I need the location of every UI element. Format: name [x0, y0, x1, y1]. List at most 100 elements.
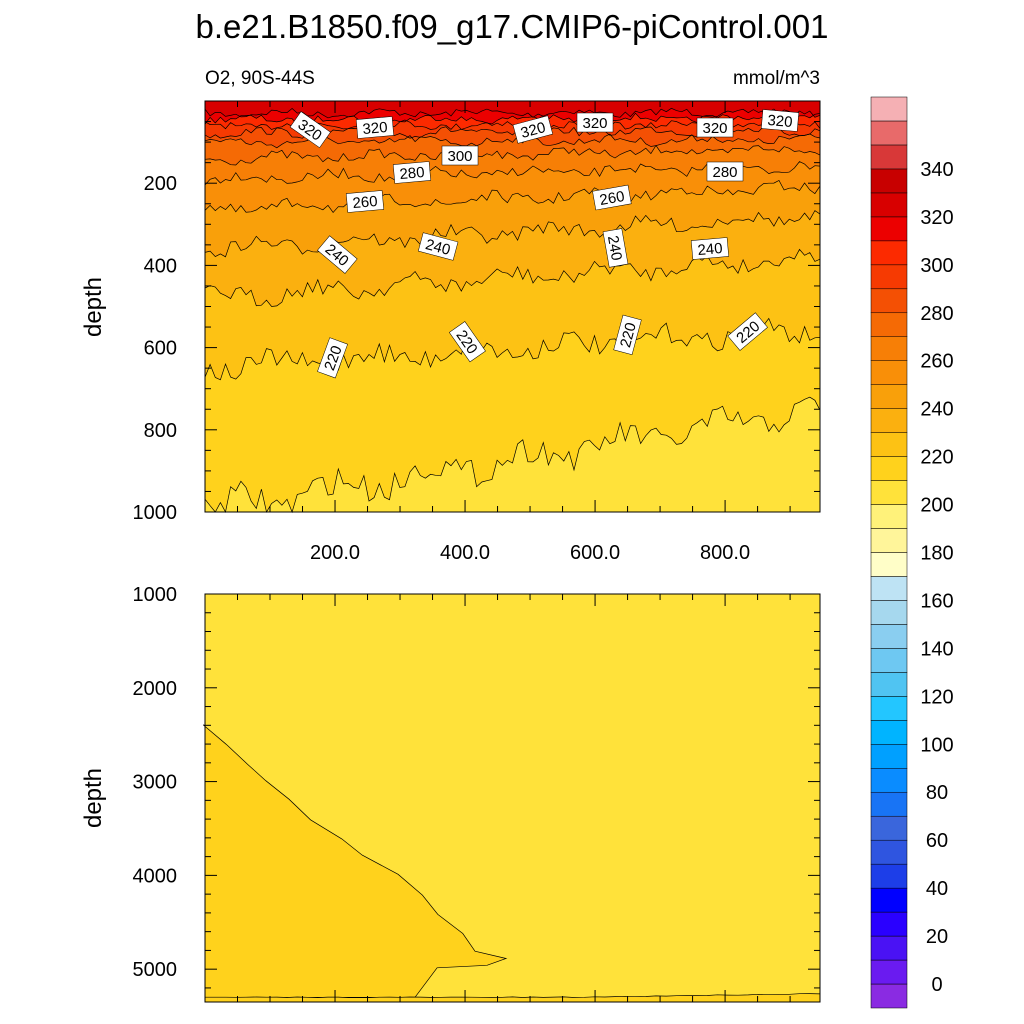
colorbar-swatch	[870, 528, 908, 553]
units-label: mmol/m^3	[733, 68, 820, 89]
contour-line-270	[204, 144, 821, 166]
contour-label-box	[392, 161, 431, 184]
contour-label-box	[706, 161, 744, 182]
contour-label-text: 240	[424, 236, 453, 259]
contour-label: 320	[761, 109, 800, 132]
contour-label: 220	[613, 314, 642, 356]
colorbar-swatch	[870, 648, 908, 673]
contour-label: 320	[696, 117, 734, 138]
top-x-tick-label: 200.0	[310, 542, 360, 564]
colorbar-swatch	[870, 815, 908, 841]
contour-label-box	[289, 111, 331, 149]
contour-label: 300	[441, 145, 479, 166]
top-y-tick-label: 800	[144, 420, 177, 442]
top-x-tick-label: 600.0	[570, 542, 620, 564]
colorbar-label: 120	[920, 686, 953, 708]
contour-line-250	[204, 180, 821, 214]
colorbar-swatch	[870, 911, 908, 937]
colorbar-swatch	[870, 120, 908, 146]
contour-label-text: 320	[362, 119, 388, 138]
bottom-panel: 1000 2000 3000 4000 5000	[133, 584, 821, 1003]
contour-label-box	[441, 145, 479, 166]
colorbar-label: 0	[931, 974, 942, 996]
contour-label-text: 240	[604, 234, 625, 262]
contour-label-text: 320	[582, 115, 607, 132]
contour-label: 240	[690, 237, 729, 260]
colorbar-swatch	[870, 288, 908, 314]
contour-label-box	[602, 228, 629, 268]
bottom-y-axis-label: depth	[80, 768, 107, 828]
colorbar-swatch	[870, 168, 908, 194]
colorbar-label: 300	[920, 255, 953, 277]
contour-label-box	[613, 314, 642, 356]
contour-label-text: 280	[712, 164, 737, 181]
colorbar-label: 100	[920, 734, 953, 756]
colorbar-swatch	[870, 983, 908, 1009]
colorbar-label: 140	[920, 638, 953, 660]
contour-label: 280	[706, 161, 744, 182]
colorbar-label: 280	[920, 303, 953, 325]
colorbar-swatch	[870, 240, 908, 266]
colorbar-swatch	[870, 863, 908, 889]
colorbar-swatch	[870, 887, 908, 913]
colorbar-swatch	[870, 456, 908, 481]
contour-label: 280	[392, 161, 431, 184]
contour-line-210	[204, 396, 821, 514]
contour-label-box	[345, 190, 384, 213]
bottom-y-tick-label: 4000	[133, 865, 178, 887]
top-y-tick-label: 600	[144, 338, 177, 360]
bottom-y-tick-label: 3000	[133, 772, 178, 794]
contour-label: 320	[576, 112, 614, 133]
contour-label: 260	[592, 184, 632, 211]
colorbar-label: 20	[926, 926, 948, 948]
variable-label: O2, 90S-44S	[205, 68, 315, 89]
colorbar-swatch	[870, 504, 908, 529]
colorbar-swatch	[870, 336, 908, 361]
top-y-axis-label: depth	[80, 277, 107, 337]
colorbar-label: 160	[920, 590, 953, 612]
contour-label-box	[727, 312, 768, 351]
contour-line-280	[204, 133, 821, 149]
colorbar-swatch	[870, 720, 908, 745]
bottom-y-tick-label: 1000	[133, 584, 178, 606]
colorbar-swatch	[870, 624, 908, 649]
top-x-tick-label: 800.0	[700, 542, 750, 564]
colorbar-swatch	[870, 576, 908, 601]
colorbar-swatch	[870, 672, 908, 697]
contour-label: 240	[417, 232, 459, 261]
colorbar-swatch	[870, 360, 908, 385]
colorbar-swatch	[870, 839, 908, 865]
contour-line-240	[204, 210, 821, 258]
colorbar-swatch	[870, 744, 908, 769]
contour-label-box	[317, 235, 358, 274]
colorbar-swatch	[870, 408, 908, 433]
colorbar: 0 20 40 60 80 100 120 140 160 180 200 220 240 260 280 3…	[870, 96, 954, 1009]
colorbar-label: 60	[926, 830, 948, 852]
colorbar-label: 260	[920, 351, 953, 373]
colorbar-label: 40	[926, 878, 948, 900]
contour-label-box	[417, 232, 459, 261]
colorbar-swatch	[870, 192, 908, 218]
colorbar-swatch	[870, 384, 908, 409]
top-y-tick-label: 1000	[133, 502, 178, 524]
contour-label-box	[448, 321, 486, 363]
contour-label-box	[355, 116, 394, 139]
colorbar-label: 340	[920, 159, 953, 181]
colorbar-swatch	[870, 216, 908, 242]
contour-label-text: 240	[697, 240, 723, 259]
contour-label: 240	[602, 228, 629, 268]
contour-label-text: 220	[617, 321, 640, 350]
contour-label-text: 320	[767, 112, 793, 131]
contour-label-box	[696, 117, 734, 138]
colorbar-swatch	[870, 432, 908, 457]
colorbar-label: 240	[920, 399, 953, 421]
colorbar-swatch	[870, 935, 908, 961]
contour-label-text: 320	[702, 120, 727, 137]
contour-label-box	[690, 237, 729, 260]
contour-line-220	[204, 317, 821, 381]
contour-line-230	[204, 248, 821, 307]
chart-title: b.e21.B1850.f09_g17.CMIP6-piControl.001	[196, 8, 829, 45]
colorbar-swatch	[870, 696, 908, 721]
